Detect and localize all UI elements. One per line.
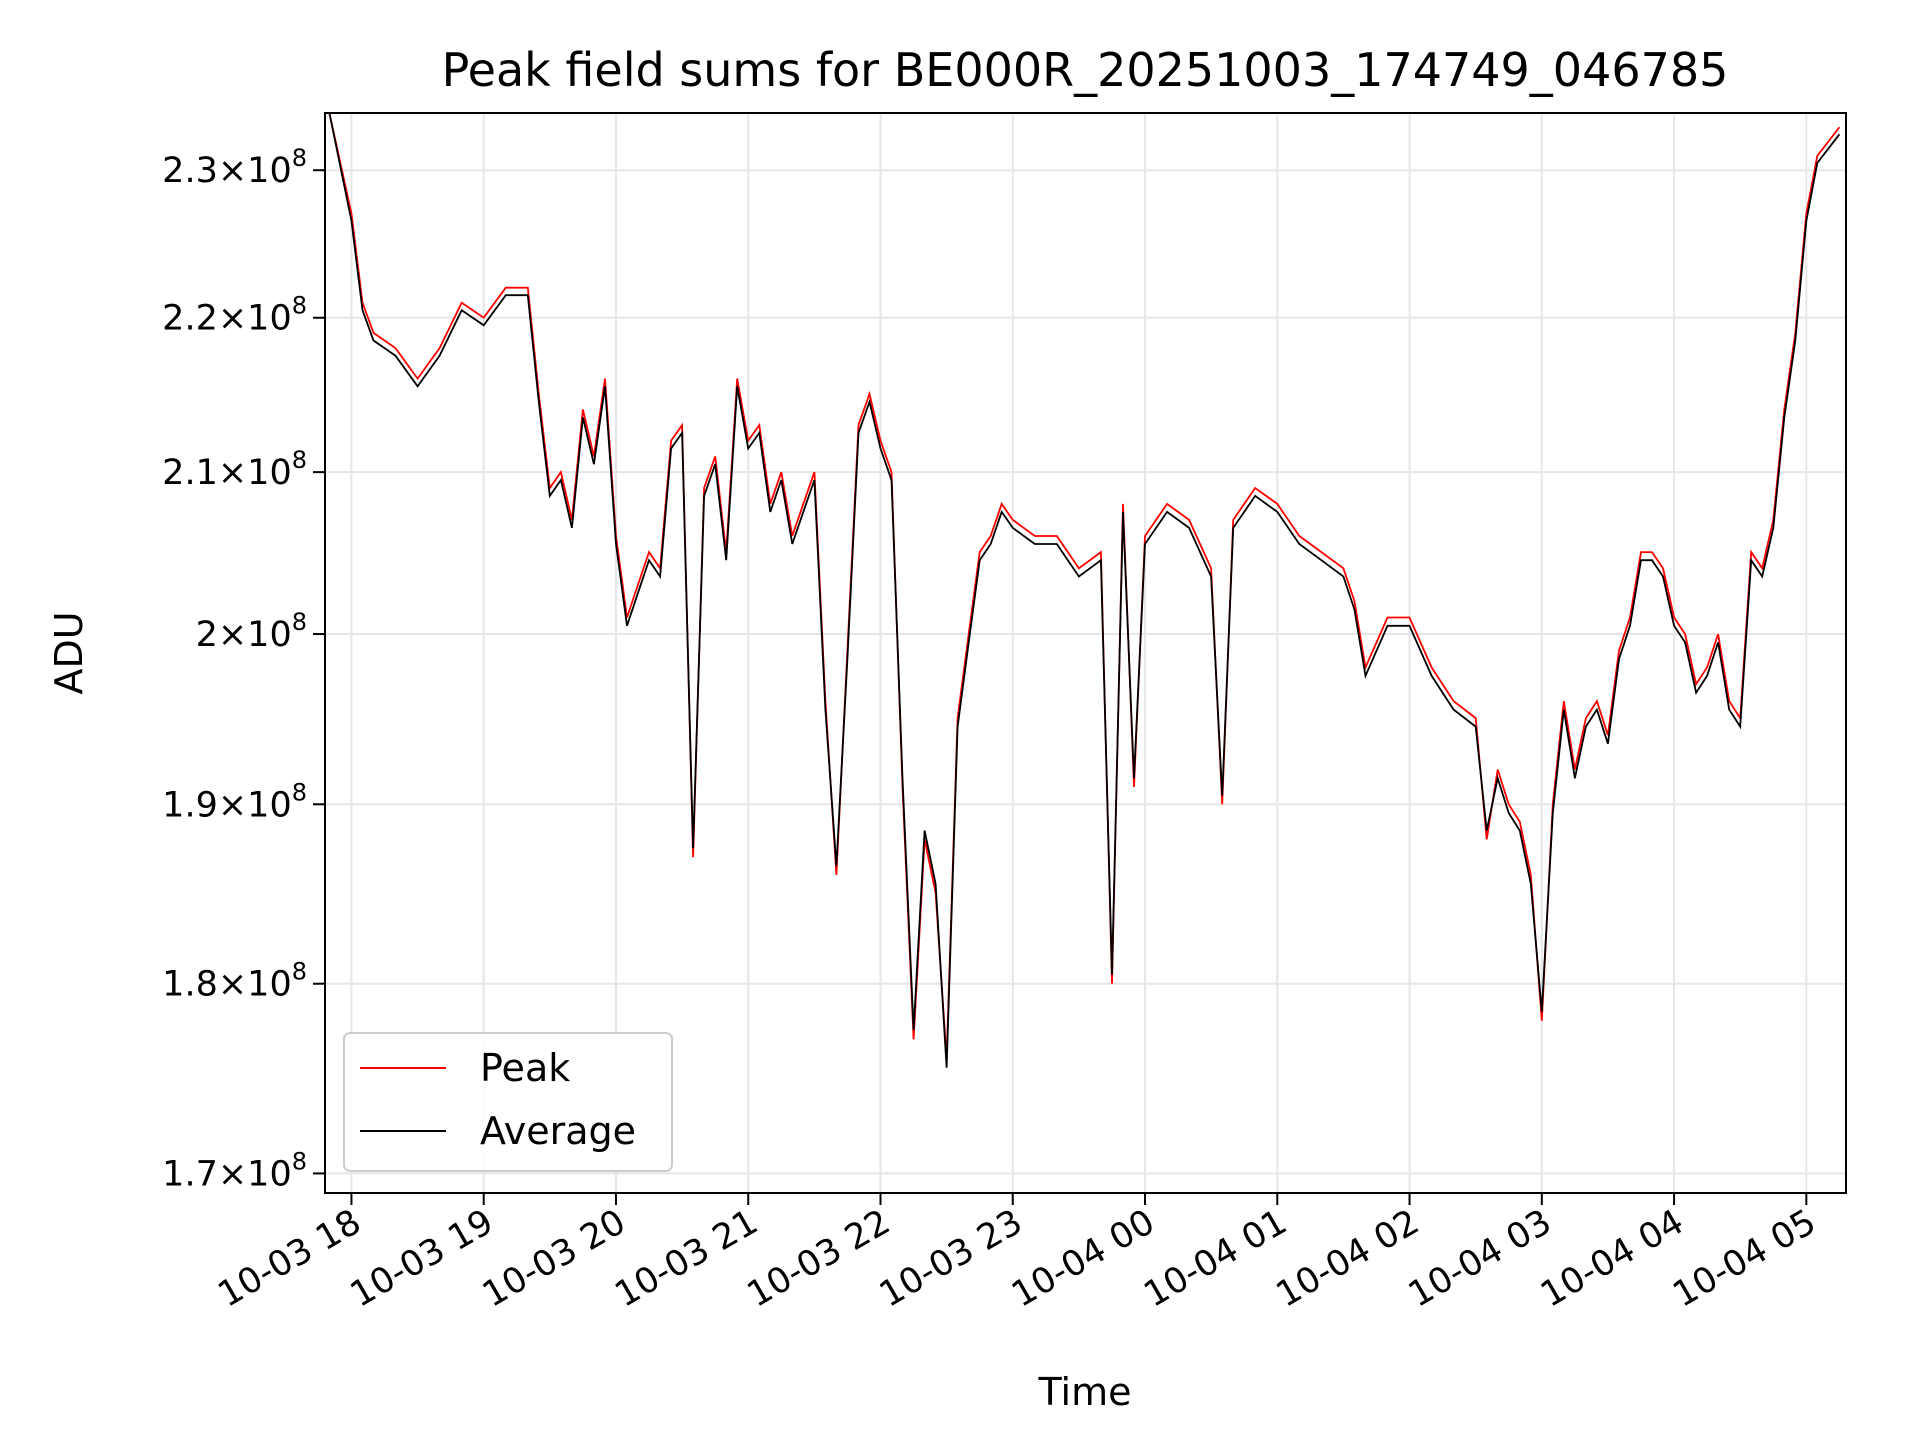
y-axis-ticks: 1.7×1081.8×1081.9×1082×1082.1×1082.2×108…: [162, 144, 325, 1194]
y-tick-times-sign: ×10: [218, 299, 292, 339]
plot-frame: [324, 112, 1847, 1194]
plot-series-area: [328, 113, 1841, 1068]
x-axis-label: Time: [1038, 1370, 1132, 1414]
y-tick-label: 1.8×108: [162, 958, 307, 1005]
y-tick-label: 1.9×108: [162, 778, 307, 825]
y-tick-label: 2.3×108: [162, 144, 307, 191]
grid-lines: [325, 113, 1846, 1193]
y-tick-times-sign: ×10: [218, 151, 292, 191]
y-tick-exponent: 8: [292, 958, 307, 986]
legend: Peak Average: [343, 1032, 673, 1172]
y-tick-label: 1.7×108: [162, 1147, 307, 1194]
y-tick-label: 2×108: [196, 608, 307, 655]
y-tick-mantissa: 2.2: [162, 299, 218, 339]
y-tick-mantissa: 1.9: [162, 785, 218, 825]
y-tick-mantissa: 2.3: [162, 151, 218, 191]
chart-title: Peak field sums for BE000R_20251003_1747…: [442, 43, 1729, 97]
y-tick-exponent: 8: [292, 1147, 307, 1175]
series-line-average: [328, 113, 1841, 1068]
y-tick-times-sign: ×10: [218, 1154, 292, 1194]
y-tick-label: 2.1×108: [162, 446, 307, 493]
y-tick-mantissa: 1.7: [162, 1154, 218, 1194]
y-tick-exponent: 8: [292, 446, 307, 474]
y-tick-times-sign: ×10: [218, 453, 292, 493]
y-tick-exponent: 8: [292, 144, 307, 172]
y-tick-times-sign: ×10: [218, 965, 292, 1005]
y-tick-mantissa: 1.8: [162, 965, 218, 1005]
y-tick-exponent: 8: [292, 292, 307, 320]
legend-label-peak: Peak: [480, 1046, 570, 1090]
y-tick-label: 2.2×108: [162, 292, 307, 339]
y-axis-label: ADU: [47, 611, 91, 694]
y-tick-exponent: 8: [292, 778, 307, 806]
y-tick-times-sign: ×10: [218, 785, 292, 825]
y-tick-exponent: 8: [292, 608, 307, 636]
legend-label-average: Average: [480, 1109, 636, 1153]
y-tick-times-sign: ×10: [218, 615, 292, 655]
y-tick-mantissa: 2.1: [162, 453, 218, 493]
y-tick-mantissa: 2: [196, 615, 218, 655]
